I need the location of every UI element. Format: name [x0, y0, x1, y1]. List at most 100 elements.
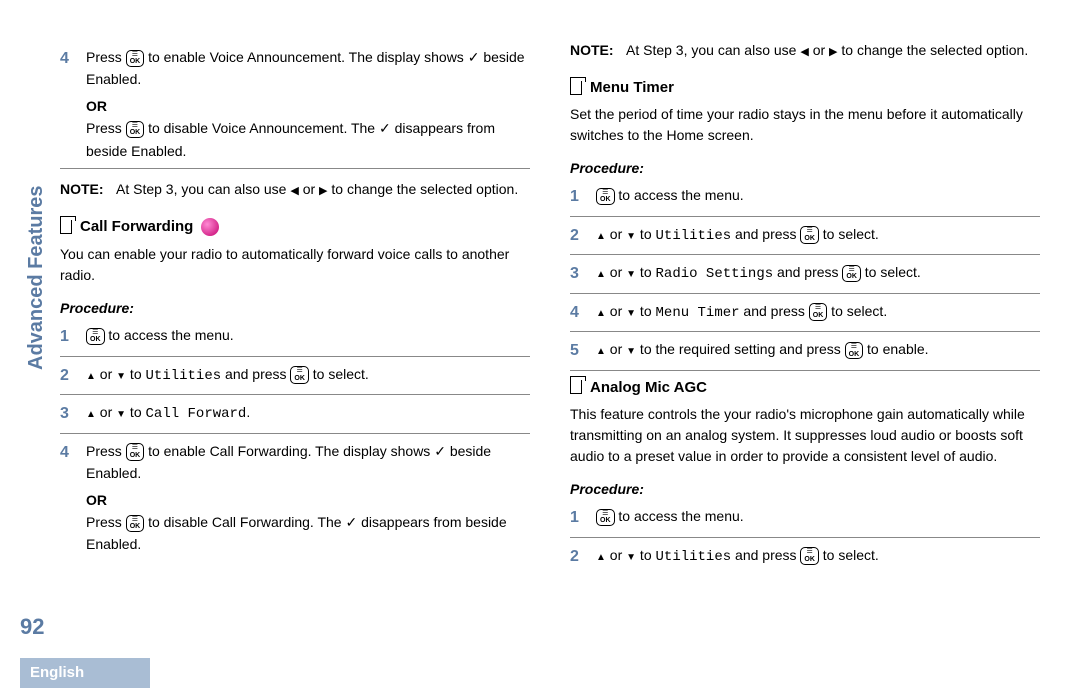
procedure-label: Procedure: — [570, 475, 1040, 499]
triangle-left-icon — [800, 42, 808, 58]
text: to — [636, 264, 655, 280]
mt-step-5: 5 or to the required setting and press t… — [570, 332, 1040, 371]
text: or — [606, 547, 626, 563]
procedure-label: Procedure: — [570, 154, 1040, 178]
check-icon — [434, 443, 446, 459]
note-label: NOTE: — [60, 179, 108, 200]
text: to enable Call Forwarding. The display s… — [144, 443, 434, 459]
step-body: or to Utilities and press to select. — [596, 544, 1040, 568]
step-body: or to Menu Timer and press to select. — [596, 300, 1040, 324]
voice-announce-step-4: 4 Press to enable Voice Announcement. Th… — [60, 40, 530, 169]
ok-button-icon — [126, 515, 145, 532]
text: Press — [86, 49, 126, 65]
text: to the required setting and press — [636, 341, 845, 357]
heading-text: Menu Timer — [590, 79, 674, 96]
text: or — [606, 303, 626, 319]
text: to — [636, 303, 655, 319]
right-column: NOTE: At Step 3, you can also use or to … — [570, 40, 1040, 658]
step-number: 1 — [60, 324, 74, 350]
text: to select. — [827, 303, 887, 319]
check-icon — [345, 514, 357, 530]
step-body: to access the menu. — [86, 324, 530, 346]
text: and press — [221, 366, 290, 382]
cf-step-1: 1 to access the menu. — [60, 318, 530, 357]
mt-step-2: 2 or to Utilities and press to select. — [570, 217, 1040, 256]
text: to enable Voice Announcement. The displa… — [144, 49, 468, 65]
page-content: 4 Press to enable Voice Announcement. Th… — [60, 40, 1040, 658]
text: to access the menu. — [615, 508, 744, 524]
cf-step-3: 3 or to Call Forward. — [60, 395, 530, 434]
text: Press — [86, 514, 126, 530]
note-block: NOTE: At Step 3, you can also use or to … — [60, 169, 530, 210]
ok-button-icon — [126, 443, 145, 460]
menu-timer-heading: Menu Timer — [570, 71, 1040, 100]
text: . — [246, 404, 250, 420]
text: At Step 3, you can also use — [626, 42, 800, 58]
mt-step-3: 3 or to Radio Settings and press to sele… — [570, 255, 1040, 294]
step-number: 2 — [60, 363, 74, 389]
triangle-up-icon — [86, 366, 96, 382]
menu-path: Menu Timer — [656, 305, 740, 321]
ok-button-icon — [596, 509, 615, 526]
text: to select. — [819, 547, 879, 563]
triangle-left-icon — [290, 181, 298, 197]
mt-step-4: 4 or to Menu Timer and press to select. — [570, 294, 1040, 333]
triangle-right-icon — [319, 181, 327, 197]
left-column: 4 Press to enable Voice Announcement. Th… — [60, 40, 530, 658]
section-icon — [60, 220, 72, 234]
cf-step-2: 2 or to Utilities and press to select. — [60, 357, 530, 396]
heading-text: Analog Mic AGC — [590, 379, 707, 396]
triangle-right-icon — [829, 42, 837, 58]
triangle-up-icon — [596, 264, 606, 280]
text: or — [606, 264, 626, 280]
step-number: 4 — [60, 440, 74, 466]
text: or — [606, 226, 626, 242]
step-body: or to the required setting and press to … — [596, 338, 1040, 360]
text: or — [809, 42, 829, 58]
triangle-down-icon — [626, 303, 636, 319]
text: or — [96, 366, 116, 382]
triangle-down-icon — [626, 547, 636, 563]
text: At Step 3, you can also use — [116, 181, 290, 197]
step-number: 3 — [570, 261, 584, 287]
ok-button-icon — [800, 226, 819, 243]
step-number: 4 — [570, 300, 584, 326]
triangle-up-icon — [596, 341, 606, 357]
menu-path: Utilities — [146, 368, 222, 384]
triangle-up-icon — [86, 404, 96, 420]
call-forward-pink-icon — [201, 218, 219, 236]
ok-button-icon — [86, 328, 105, 345]
triangle-down-icon — [626, 264, 636, 280]
step-body: or to Utilities and press to select. — [596, 223, 1040, 247]
menu-timer-desc: Set the period of time your radio stays … — [570, 100, 1040, 154]
ok-button-icon — [842, 265, 861, 282]
text: to — [636, 226, 655, 242]
text: to select. — [309, 366, 369, 382]
step-body: or to Utilities and press to select. — [86, 363, 530, 387]
text: to enable. — [863, 341, 928, 357]
menu-path: Radio Settings — [656, 266, 774, 282]
or-label: OR — [86, 485, 530, 511]
text: to select. — [861, 264, 921, 280]
cf-step-4: 4 Press to enable Call Forwarding. The d… — [60, 434, 530, 562]
check-icon — [379, 120, 391, 136]
ok-button-icon — [126, 121, 145, 138]
heading-text: Call Forwarding — [80, 218, 193, 235]
text: and press — [740, 303, 809, 319]
step-number: 1 — [570, 184, 584, 210]
triangle-up-icon — [596, 226, 606, 242]
step-body: or to Radio Settings and press to select… — [596, 261, 1040, 285]
triangle-down-icon — [116, 366, 126, 382]
step-body: to access the menu. — [596, 505, 1040, 527]
text: or — [299, 181, 319, 197]
triangle-down-icon — [626, 226, 636, 242]
text: to change the selected option. — [838, 42, 1029, 58]
section-icon — [570, 81, 582, 95]
text: to — [636, 547, 655, 563]
ok-button-icon — [290, 366, 309, 383]
am-step-2: 2 or to Utilities and press to select. — [570, 538, 1040, 576]
menu-path: Utilities — [656, 549, 732, 565]
text: or — [606, 341, 626, 357]
step-body: or to Call Forward. — [86, 401, 530, 425]
text: to — [126, 404, 145, 420]
